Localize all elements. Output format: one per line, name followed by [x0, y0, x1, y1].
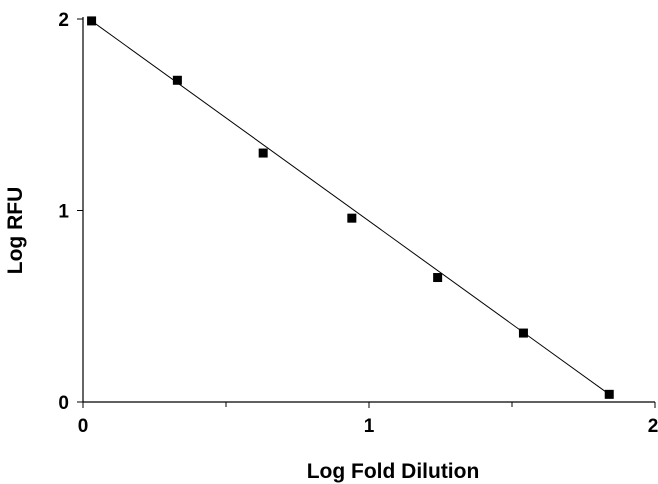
x-tick-label: 2 — [648, 416, 658, 437]
data-point — [172, 75, 182, 85]
axes — [82, 17, 655, 403]
ticks — [77, 18, 656, 408]
data-point — [87, 16, 97, 26]
x-tick-label: 1 — [364, 416, 375, 437]
data-point — [518, 328, 528, 338]
data-point — [258, 148, 268, 158]
data-point — [347, 213, 357, 223]
fit-line-group — [91, 20, 610, 395]
regression-line — [91, 20, 610, 395]
y-tick-label: 0 — [58, 393, 69, 414]
x-tick-label: 0 — [78, 416, 89, 437]
y-tick-label: 1 — [58, 202, 69, 223]
data-points — [87, 16, 614, 399]
y-axis-title: Log RFU — [4, 187, 27, 274]
y-tick-label: 2 — [58, 10, 69, 31]
data-point — [433, 273, 443, 283]
data-point — [604, 389, 614, 399]
x-axis-title: Log Fold Dilution — [307, 460, 480, 483]
tick-labels: 0 1 2 0 1 2 — [58, 10, 658, 437]
